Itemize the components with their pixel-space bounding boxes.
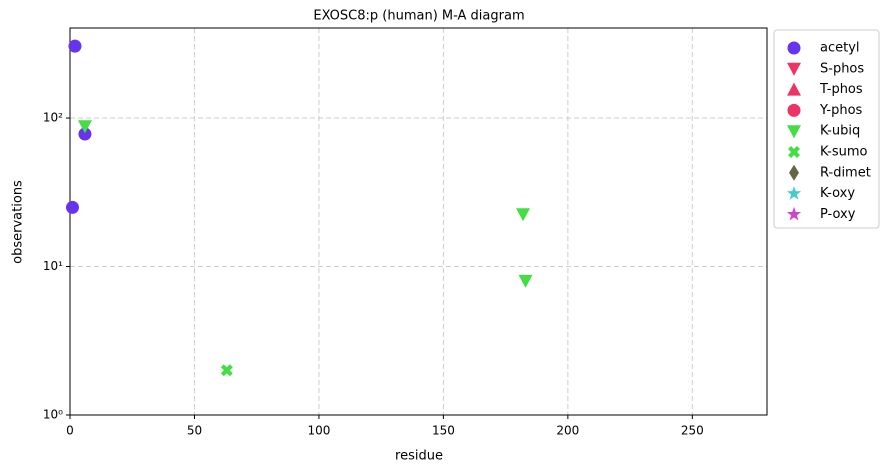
y-tick-label: 10² [43,111,63,125]
point [518,274,533,288]
point [516,208,531,222]
legend-marker [789,164,799,181]
legend-label: K-sumo [820,145,868,160]
legend-marker [786,186,802,200]
chart-title: EXOSC8:p (human) M-A diagram [313,9,524,24]
legend-marker [787,82,801,96]
legend-marker [787,41,801,55]
x-tick-label: 150 [432,424,455,438]
legend-marker [787,125,801,139]
point [77,120,92,134]
x-tick-label: 250 [681,424,704,438]
point [68,39,82,53]
x-tick-label: 0 [66,424,74,438]
x-axis-label: residue [395,449,443,464]
point [220,364,233,377]
legend-label: K-oxy [820,186,855,201]
legend-label: R-dimet [820,165,871,180]
x-tick-label: 100 [307,424,330,438]
y-tick-label: 10⁰ [43,408,63,422]
x-tick-label: 50 [187,424,202,438]
legend-label: T-phos [819,82,863,97]
point [65,200,79,214]
legend-label: P-oxy [820,207,856,222]
y-tick-label: 10¹ [43,259,63,273]
legend-marker [788,146,800,158]
legend-label: K-ubiq [820,124,860,139]
legend-label: S-phos [820,61,864,76]
plot-frame [69,27,768,416]
x-tick-label: 200 [556,424,579,438]
point [78,127,92,141]
legend-label: Y-phos [819,103,863,118]
legend-marker [786,206,802,221]
legend-label: acetyl [820,41,860,56]
legend-marker [787,62,801,76]
legend-marker [787,103,801,117]
legend-box [773,29,880,229]
y-axis-label: observations [11,180,26,264]
